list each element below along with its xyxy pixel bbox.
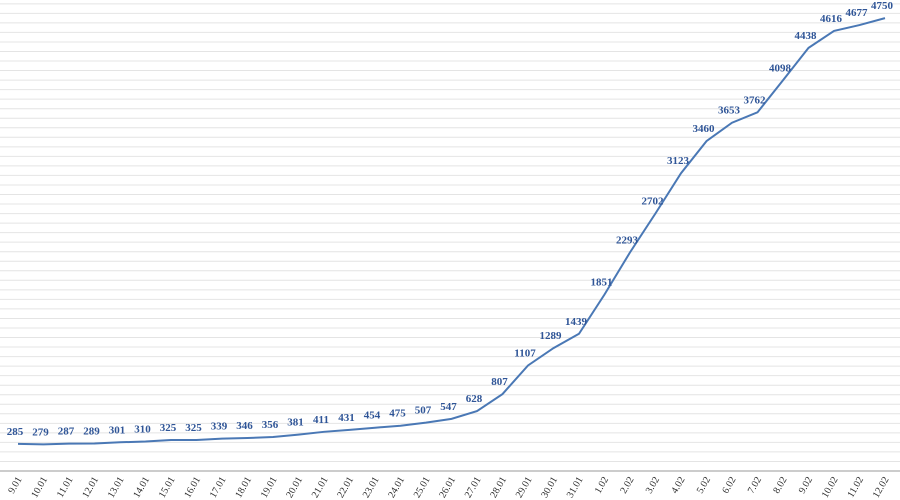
x-tick-label: 26.01 — [437, 475, 458, 500]
x-tick-label: 27.01 — [463, 475, 484, 500]
data-label: 3762 — [744, 94, 767, 106]
x-tick-label: 23.01 — [361, 475, 382, 500]
data-label: 3123 — [667, 155, 690, 167]
data-label: 301 — [109, 424, 126, 436]
x-tick-label: 12.02 — [871, 475, 892, 500]
x-tick-label: 29.01 — [514, 475, 535, 500]
x-tick-label: 11.02 — [846, 475, 867, 500]
data-line — [17, 17, 886, 446]
data-label: 507 — [415, 405, 432, 417]
data-label: 454 — [364, 410, 381, 422]
data-label: 285 — [7, 426, 24, 438]
x-tick-label: 3.02 — [644, 475, 662, 496]
data-label: 325 — [160, 422, 177, 434]
x-tick-label: 5.02 — [695, 475, 713, 496]
x-tick-label: 2.02 — [618, 475, 636, 496]
x-tick-label: 12.01 — [80, 475, 101, 500]
data-label: 1289 — [540, 330, 563, 342]
data-label: 475 — [389, 408, 406, 420]
data-label: 287 — [58, 426, 75, 438]
data-label: 628 — [466, 393, 483, 405]
data-label: 346 — [236, 420, 253, 432]
x-tick-label: 10.01 — [29, 475, 50, 500]
x-tick-label: 7.02 — [746, 475, 764, 496]
x-tick-label: 28.01 — [488, 475, 509, 500]
x-tick-label: 17.01 — [208, 475, 229, 500]
data-label: 279 — [32, 426, 49, 438]
data-label: 3460 — [693, 123, 716, 135]
x-tick-label: 11.01 — [55, 475, 76, 500]
data-label: 4098 — [769, 62, 792, 74]
data-label: 381 — [287, 417, 304, 429]
x-tick-label: 24.01 — [386, 475, 407, 500]
data-label: 4750 — [871, 0, 894, 12]
data-label: 1439 — [565, 316, 588, 328]
data-label: 4616 — [820, 13, 843, 25]
x-tick-label: 1.02 — [593, 475, 611, 496]
x-tick-label: 21.01 — [310, 475, 331, 500]
data-label: 310 — [134, 423, 151, 435]
x-tick-label: 6.02 — [720, 475, 738, 496]
data-label: 4677 — [846, 7, 869, 19]
data-label: 4438 — [795, 30, 818, 42]
x-tick-label: 18.01 — [233, 475, 254, 500]
x-tick-label: 25.01 — [412, 475, 433, 500]
data-label: 339 — [211, 421, 228, 433]
x-tick-label: 10.02 — [820, 475, 841, 500]
data-label: 1107 — [514, 347, 536, 359]
data-label: 411 — [313, 414, 329, 426]
x-tick-label: 31.01 — [565, 475, 586, 500]
x-tick-label: 19.01 — [259, 475, 280, 500]
x-tick-label: 20.01 — [284, 475, 305, 500]
x-tick-label: 14.01 — [131, 475, 152, 500]
x-tick-label: 22.01 — [335, 475, 356, 500]
data-label: 807 — [491, 376, 508, 388]
x-tick-label: 9.01 — [6, 475, 24, 496]
data-label: 2702 — [642, 195, 665, 207]
x-tick-label: 8.02 — [771, 475, 789, 496]
data-label: 547 — [440, 401, 457, 413]
x-tick-label: 9.02 — [797, 475, 815, 496]
data-label: 325 — [185, 422, 202, 434]
data-label: 356 — [262, 419, 279, 431]
x-tick-label: 13.01 — [106, 475, 127, 500]
data-label: 289 — [83, 425, 100, 437]
x-tick-label: 4.02 — [669, 475, 687, 496]
x-tick-label: 30.01 — [539, 475, 560, 500]
data-label: 2293 — [616, 234, 639, 246]
data-label: 431 — [338, 412, 355, 424]
data-label: 3653 — [718, 105, 741, 117]
x-tick-label: 15.01 — [157, 475, 178, 500]
data-label: 1851 — [591, 277, 613, 289]
x-tick-label: 16.01 — [182, 475, 203, 500]
